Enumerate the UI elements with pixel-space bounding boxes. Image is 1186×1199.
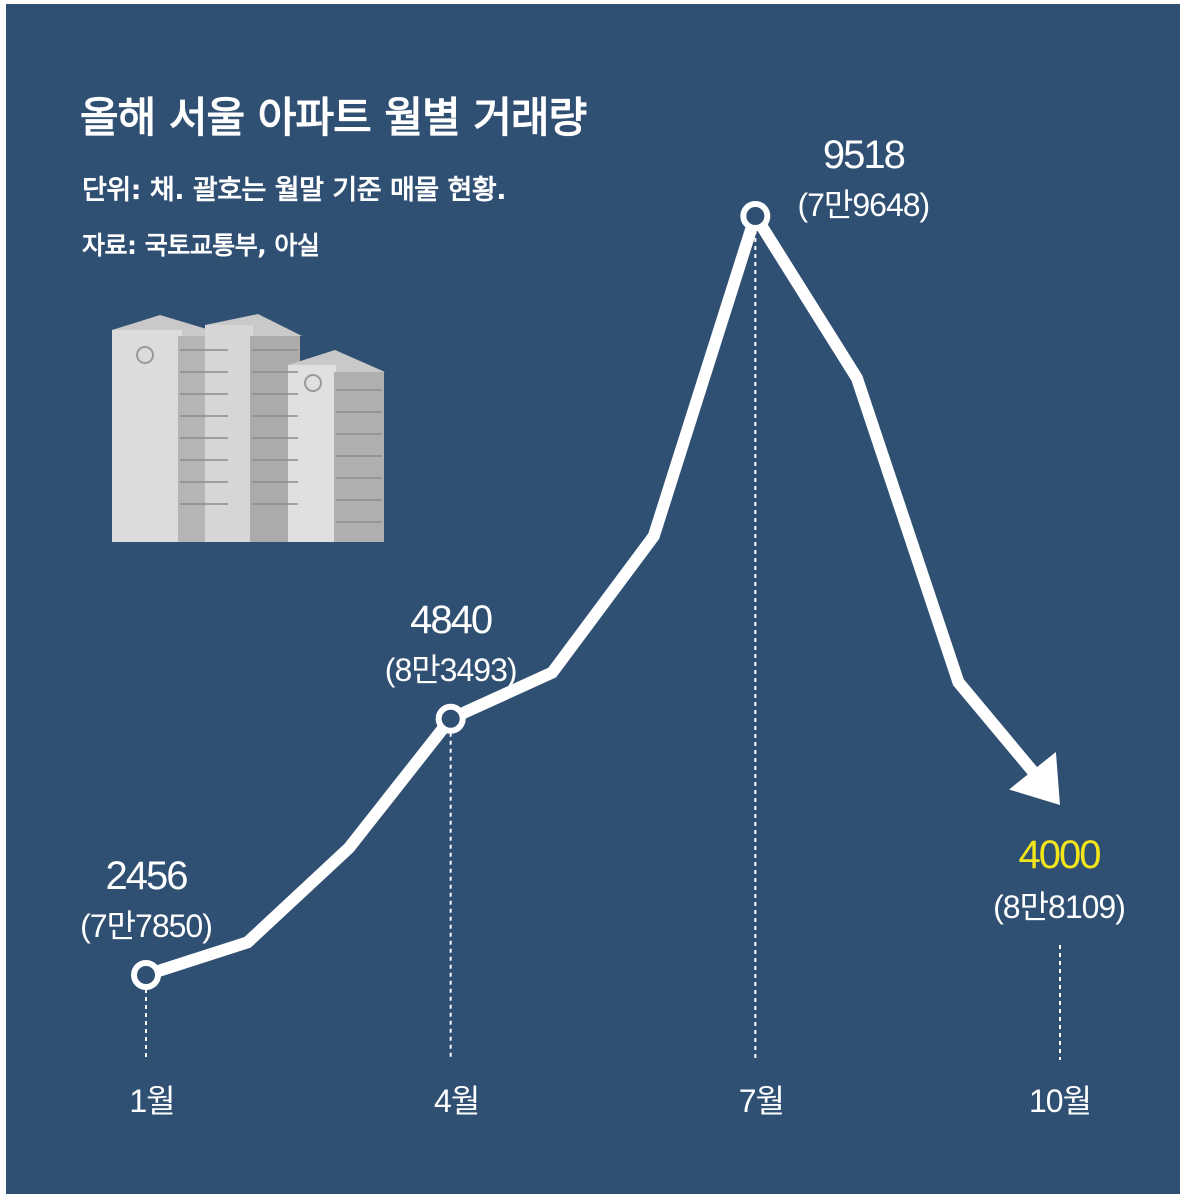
series-line bbox=[144, 201, 1043, 981]
data-secondary-label: (7만7850) bbox=[80, 908, 212, 944]
data-point-marker bbox=[131, 960, 161, 990]
data-value-label: 9518 bbox=[823, 133, 905, 177]
data-secondary-label: (7만9648) bbox=[797, 187, 929, 223]
data-value-label: 4840 bbox=[410, 598, 492, 642]
data-point-marker bbox=[740, 201, 771, 231]
data-secondary-label: (8만3493) bbox=[385, 652, 517, 688]
chart-source: 자료: 국토교통부, 아실 bbox=[82, 231, 320, 260]
data-value-label: 4000 bbox=[1019, 833, 1101, 877]
data-point-marker bbox=[435, 703, 466, 734]
x-tick-label: 7월 bbox=[739, 1083, 784, 1119]
chart-subtitle: 단위: 채. 괄호는 월말 기준 매물 현황. bbox=[82, 175, 506, 206]
data-secondary-label: (8만8109) bbox=[993, 889, 1125, 925]
chart-background bbox=[6, 4, 1180, 1194]
data-value-label: 2456 bbox=[106, 854, 188, 898]
x-tick-label: 4월 bbox=[434, 1083, 479, 1119]
x-tick-label: 1월 bbox=[129, 1083, 174, 1119]
chart-title: 올해 서울 아파트 월별 거래량 bbox=[80, 93, 587, 142]
apartment-buildings-illustration bbox=[112, 314, 385, 542]
x-tick-label: 10월 bbox=[1029, 1083, 1091, 1119]
series-arrow-head bbox=[1009, 751, 1060, 806]
